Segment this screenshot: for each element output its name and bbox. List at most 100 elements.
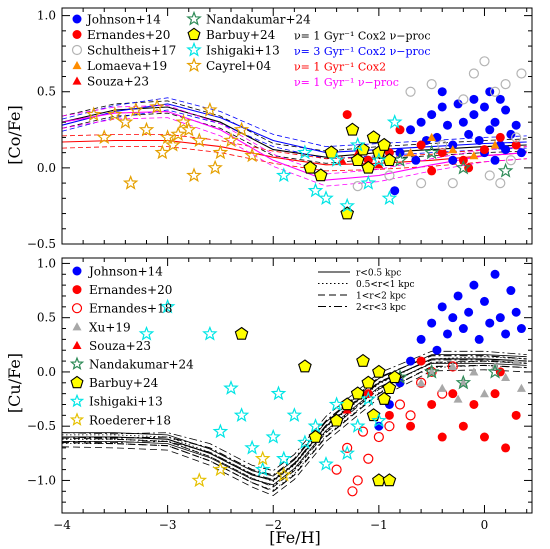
data-point bbox=[212, 423, 229, 439]
data-point bbox=[212, 461, 229, 477]
legend-marker bbox=[69, 393, 85, 408]
data-point bbox=[432, 345, 442, 355]
data-point bbox=[394, 399, 406, 410]
data-point bbox=[479, 296, 489, 306]
data-point bbox=[117, 113, 134, 129]
data-point bbox=[186, 167, 202, 183]
data-point bbox=[405, 410, 416, 421]
y-tick-label: −0.5 bbox=[27, 419, 56, 433]
data-point bbox=[337, 155, 347, 164]
data-point bbox=[138, 121, 155, 137]
data-point bbox=[223, 132, 239, 148]
data-point bbox=[329, 413, 344, 427]
legend-label: Nandakumar+24 bbox=[206, 13, 311, 27]
model-legend-label: ν= 1 Gyr⁻¹ Cox2 ν−proc bbox=[294, 30, 431, 43]
data-point bbox=[298, 359, 312, 373]
data-point bbox=[363, 453, 374, 464]
data-point bbox=[490, 140, 500, 149]
x-axis-label: [Fe/H] bbox=[269, 528, 321, 547]
data-point bbox=[357, 426, 369, 437]
data-point bbox=[371, 412, 387, 428]
data-point bbox=[448, 362, 458, 371]
model-curve bbox=[61, 112, 527, 164]
data-point bbox=[497, 162, 514, 178]
data-point bbox=[511, 132, 522, 143]
data-point bbox=[212, 144, 229, 160]
data-point bbox=[360, 174, 377, 190]
data-point bbox=[416, 117, 426, 127]
data-point bbox=[382, 381, 397, 395]
data-point bbox=[265, 428, 281, 444]
model-legend-label: ν= 1 Gyr⁻¹ Cox2 bbox=[294, 61, 386, 74]
data-point bbox=[405, 86, 416, 97]
legend-label: Nandakumar+24 bbox=[89, 358, 194, 372]
data-point bbox=[469, 94, 479, 104]
data-point bbox=[202, 325, 218, 341]
data-point bbox=[479, 102, 489, 112]
data-point bbox=[361, 375, 376, 389]
data-point bbox=[416, 334, 426, 344]
legend-marker bbox=[69, 356, 85, 371]
data-point bbox=[453, 291, 463, 301]
cu-fe-panel: −1.0 −0.5 0.0 0.5 1.0 −4 −3 −2 −1 0 Johnson+14 Erna… bbox=[27, 256, 533, 532]
data-point bbox=[511, 120, 521, 130]
data-point bbox=[349, 136, 366, 152]
data-point bbox=[313, 168, 328, 182]
legend-label: Johnson+14 bbox=[87, 265, 163, 279]
data-point bbox=[275, 167, 292, 183]
data-point bbox=[386, 113, 403, 129]
data-point bbox=[516, 383, 526, 392]
data-point bbox=[233, 407, 250, 422]
data-point bbox=[371, 152, 387, 167]
legend-marker bbox=[72, 322, 82, 331]
x-tick-label: 0 bbox=[481, 518, 489, 532]
data-point bbox=[490, 269, 500, 279]
data-point bbox=[361, 160, 376, 174]
data-point bbox=[406, 421, 416, 431]
y-tick-label: 0.5 bbox=[37, 311, 56, 325]
model-curve bbox=[61, 364, 527, 492]
data-point bbox=[485, 318, 495, 328]
data-point bbox=[387, 370, 402, 384]
data-point bbox=[416, 356, 426, 366]
data-point bbox=[479, 56, 490, 67]
data-point bbox=[458, 94, 469, 105]
legend-marker bbox=[186, 41, 202, 57]
data-point bbox=[501, 372, 511, 381]
data-point bbox=[490, 389, 500, 399]
data-point bbox=[487, 363, 503, 379]
data-point bbox=[342, 110, 352, 120]
data-point bbox=[138, 325, 155, 341]
y-tick-label: 0.0 bbox=[37, 365, 56, 379]
data-point bbox=[382, 473, 397, 487]
data-point bbox=[234, 326, 249, 340]
data-point bbox=[437, 432, 447, 442]
data-point bbox=[384, 410, 394, 420]
model-curve bbox=[61, 109, 527, 160]
data-point bbox=[437, 87, 447, 97]
data-point bbox=[505, 155, 516, 166]
data-point bbox=[175, 114, 192, 129]
legend-label: Johnson+14 bbox=[85, 13, 161, 27]
data-point bbox=[181, 121, 197, 137]
data-point bbox=[406, 356, 416, 366]
data-point bbox=[501, 145, 511, 155]
data-point bbox=[128, 101, 144, 117]
data-point bbox=[448, 313, 458, 323]
data-point bbox=[340, 397, 355, 411]
model-legend-label: r<0.5 kpc bbox=[356, 269, 401, 279]
data-point bbox=[511, 307, 521, 317]
y-tick-label: −1.0 bbox=[27, 473, 56, 487]
data-point bbox=[416, 140, 426, 150]
data-point bbox=[307, 182, 324, 198]
data-point bbox=[458, 117, 468, 127]
data-point bbox=[469, 399, 479, 409]
model-curve bbox=[62, 364, 527, 491]
data-point bbox=[469, 110, 479, 120]
data-point bbox=[426, 79, 437, 90]
data-point bbox=[455, 374, 472, 390]
legend-label: Schultheis+17 bbox=[87, 44, 176, 58]
model-legend-label: 0.5<r<1 kpc bbox=[356, 280, 415, 290]
data-point bbox=[233, 121, 250, 137]
